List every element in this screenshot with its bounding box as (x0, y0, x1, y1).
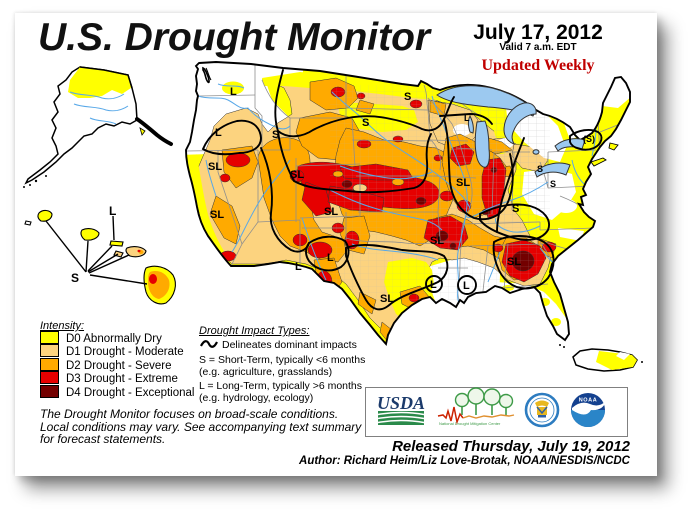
svg-text:L: L (464, 113, 470, 123)
svg-text:S: S (272, 129, 279, 141)
svg-text:L: L (327, 252, 334, 264)
svg-text:SL: SL (430, 235, 444, 247)
svg-text:L: L (215, 127, 222, 139)
svg-text:S: S (537, 164, 543, 174)
svg-text:L: L (463, 280, 470, 292)
svg-text:USDA: USDA (377, 393, 425, 413)
svg-text:S: S (362, 117, 369, 129)
svg-text:S: S (512, 203, 519, 215)
svg-text:SL: SL (456, 177, 470, 189)
svg-text:L: L (109, 204, 116, 218)
svg-text:L: L (430, 279, 437, 291)
svg-text:SL: SL (324, 206, 338, 218)
svg-text:SL: SL (208, 161, 222, 173)
svg-text:SL: SL (290, 169, 304, 181)
svg-text:L: L (230, 86, 237, 98)
svg-text:S: S (71, 271, 79, 285)
svg-text:S: S (550, 179, 556, 189)
svg-text:SL: SL (507, 256, 521, 268)
svg-text:L: L (295, 261, 302, 273)
svg-text:National Drought Mitigation: National Drought Mitigation Center (439, 421, 501, 426)
svg-text:SL: SL (380, 293, 394, 305)
svg-text:(S): (S) (583, 134, 595, 144)
svg-text:S: S (404, 91, 411, 103)
svg-text:SL: SL (210, 209, 224, 221)
svg-text:NOAA: NOAA (579, 398, 598, 404)
